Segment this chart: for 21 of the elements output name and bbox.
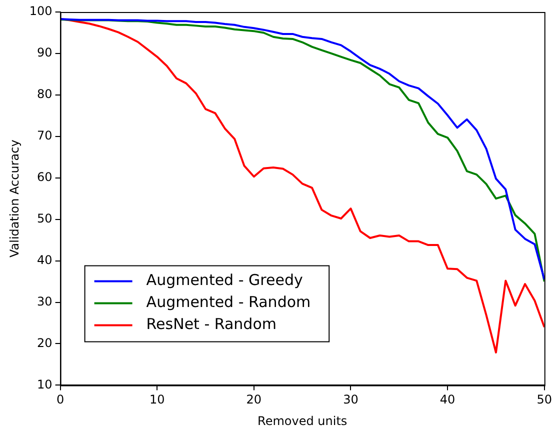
legend-label: ResNet - Random [146,315,276,334]
y-tick-label: 30 [37,294,52,308]
x-tick-label: 0 [56,392,64,407]
y-tick-label: 80 [37,87,52,102]
y-axis-title: Validation Accuracy [7,140,22,258]
y-tick-label: 40 [37,252,52,267]
y-tick-label: 50 [37,211,52,226]
x-tick-label: 40 [440,392,456,407]
y-tick-label: 70 [37,128,52,143]
y-tick-label: 60 [37,170,52,184]
legend-label: Augmented - Random [146,293,311,312]
x-tick-label: 30 [343,392,358,407]
y-tick-label: 90 [37,46,52,60]
x-tick-label: 20 [246,392,262,407]
y-tick-label: 20 [37,336,52,350]
x-tick-label: 50 [536,392,552,407]
y-tick-label: 100 [29,4,52,18]
y-tick-label: 10 [37,377,52,392]
x-axis-title: Removed units [258,414,348,428]
legend-label: Augmented - Greedy [146,271,303,290]
x-tick-label: 10 [149,392,165,407]
